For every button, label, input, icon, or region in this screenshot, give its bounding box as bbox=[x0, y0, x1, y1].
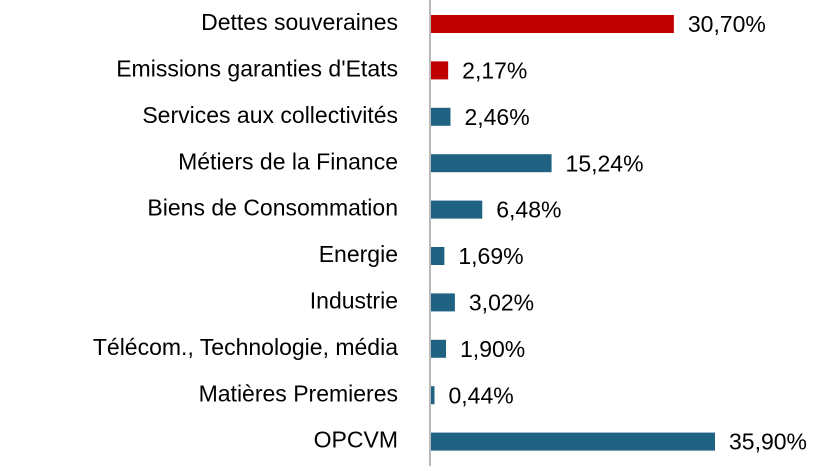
category-label: Télécom., Technologie, média bbox=[93, 334, 398, 360]
value-label: 30,70% bbox=[688, 11, 766, 37]
value-label: 15,24% bbox=[566, 150, 644, 176]
bar bbox=[431, 386, 435, 405]
bar bbox=[431, 432, 715, 451]
category-label: Services aux collectivités bbox=[142, 102, 398, 128]
value-label: 0,44% bbox=[448, 382, 513, 408]
value-label: 1,90% bbox=[460, 336, 525, 362]
category-label: OPCVM bbox=[314, 427, 398, 453]
bar bbox=[431, 339, 447, 358]
bar bbox=[431, 200, 483, 219]
category-label: Emissions garanties d'Etats bbox=[116, 55, 398, 81]
category-label: Biens de Consommation bbox=[147, 195, 398, 221]
bar bbox=[431, 107, 451, 126]
value-label: 2,46% bbox=[464, 104, 529, 130]
value-label: 2,17% bbox=[462, 57, 527, 83]
bar bbox=[431, 247, 445, 265]
value-label: 1,69% bbox=[458, 243, 523, 269]
category-label: Industrie bbox=[310, 287, 398, 313]
category-label: Métiers de la Finance bbox=[178, 148, 398, 174]
bar bbox=[431, 293, 455, 312]
category-label: Dettes souveraines bbox=[201, 9, 398, 35]
bar bbox=[431, 154, 552, 173]
category-label: Matières Premieres bbox=[199, 380, 398, 406]
value-label: 3,02% bbox=[469, 289, 534, 315]
value-label: 35,90% bbox=[729, 429, 807, 455]
category-label: Energie bbox=[319, 241, 398, 267]
bar bbox=[431, 61, 449, 80]
value-label: 6,48% bbox=[496, 197, 561, 223]
bar bbox=[431, 15, 674, 33]
